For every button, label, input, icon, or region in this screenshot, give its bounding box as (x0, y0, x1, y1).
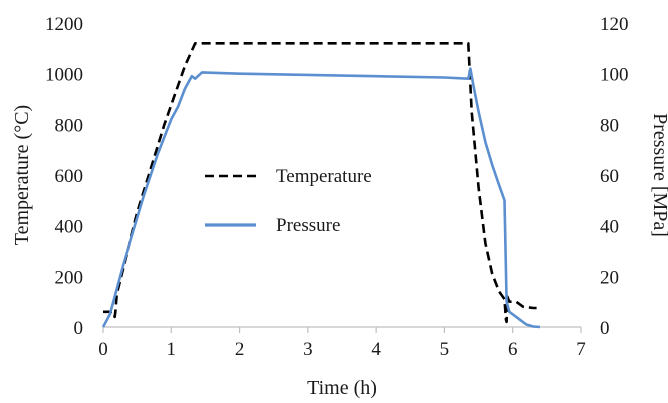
legend-pressure-label: Pressure (276, 215, 340, 236)
series-line-temperature (103, 41, 537, 324)
x-tick-label: 5 (440, 339, 450, 360)
y-left-tick-label: 1000 (45, 65, 83, 86)
x-tick-label: 1 (167, 339, 177, 360)
legend: Temperature Pressure (205, 166, 372, 236)
series-layer (101, 41, 541, 329)
ticks-layer: 0 1 2 3 4 5 6 702004006008001000120002040608010… (45, 14, 629, 360)
y-left-tick-label: 400 (55, 217, 84, 238)
y-right-tick-label: 0 (600, 318, 610, 339)
legend-temperature-label: Temperature (276, 166, 372, 187)
y-right-tick-label: 60 (600, 166, 619, 187)
y-right-tick-label: 20 (600, 267, 619, 288)
x-tick-label: 7 (576, 339, 586, 360)
y-left-axis-title: Temperature (°C) (11, 105, 33, 245)
y-right-tick-label: 100 (600, 65, 629, 86)
series-line-pressure (101, 67, 541, 329)
y-right-tick-label: 120 (600, 14, 629, 35)
x-tick-label: 2 (235, 339, 245, 360)
axes-layer: Time (h) Temperature (°C) Pressure [MPa] (11, 105, 668, 399)
y-left-tick-label: 800 (55, 115, 84, 136)
y-left-tick-label: 0 (74, 318, 84, 339)
y-left-tick-label: 1200 (45, 14, 83, 35)
x-tick-label: 6 (508, 339, 518, 360)
x-tick-label: 3 (303, 339, 313, 360)
x-axis-title: Time (h) (307, 377, 377, 399)
y-left-tick-label: 600 (55, 166, 84, 187)
y-left-tick-label: 200 (55, 267, 84, 288)
x-tick-label: 0 (98, 339, 108, 360)
y-right-tick-label: 40 (600, 217, 619, 238)
y-right-axis-title: Pressure [MPa] (649, 113, 668, 237)
y-right-tick-label: 80 (600, 115, 619, 136)
x-tick-label: 4 (371, 339, 381, 360)
